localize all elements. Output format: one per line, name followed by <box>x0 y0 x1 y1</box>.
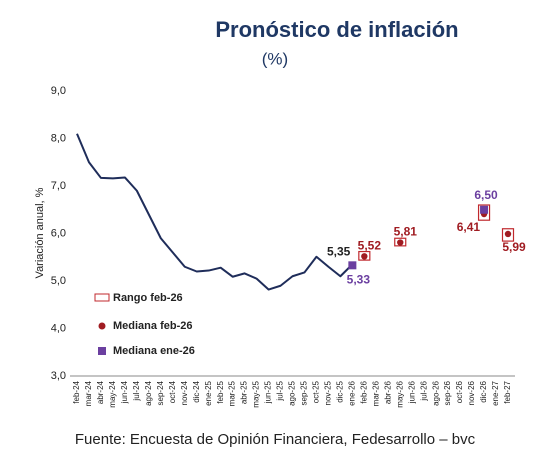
value-label: 6,41 <box>457 220 481 234</box>
x-tick-label: mar-24 <box>84 380 93 406</box>
y-tick-label: 5,0 <box>51 275 66 287</box>
y-tick-label: 9,0 <box>51 85 66 97</box>
median-feb <box>504 230 512 238</box>
x-tick-label: mar-25 <box>228 380 237 406</box>
x-tick-label: may-25 <box>252 380 261 407</box>
value-label: 5,35 <box>327 245 351 259</box>
x-tick-label: jul-24 <box>132 380 141 401</box>
value-label: 5,52 <box>358 238 382 252</box>
x-tick-label: sep-26 <box>443 380 452 405</box>
x-tick-label: dic-26 <box>479 380 488 402</box>
x-tick-label: jul-25 <box>276 380 285 401</box>
y-tick-label: 7,0 <box>51 180 66 192</box>
y-axis-label: Variación anual, % <box>34 187 46 278</box>
legend-label: Mediana feb-26 <box>113 320 192 332</box>
x-tick-label: ene-26 <box>347 380 356 405</box>
x-tick-label: oct-26 <box>455 380 464 403</box>
chart-title: Pronóstico de inflación <box>215 17 458 42</box>
x-tick-label: ene-25 <box>204 380 213 405</box>
value-label: 5,81 <box>394 225 418 239</box>
x-tick-label: abr-25 <box>240 380 249 404</box>
legend-label: Rango feb-26 <box>113 292 183 304</box>
y-tick-label: 6,0 <box>51 227 66 239</box>
y-tick-label: 8,0 <box>51 132 66 144</box>
x-tick-label: jun-24 <box>120 380 129 404</box>
x-tick-label: feb-24 <box>72 380 81 403</box>
x-tick-label: nov-26 <box>467 380 476 405</box>
x-tick-label: dic-25 <box>335 380 344 402</box>
x-tick-label: may-26 <box>395 380 404 407</box>
y-tick-label: 4,0 <box>51 322 66 334</box>
x-tick-label: feb-25 <box>216 380 225 403</box>
x-tick-label: mar-26 <box>371 380 380 406</box>
legend-swatch <box>98 322 106 330</box>
x-tick-label: ago-25 <box>288 380 297 405</box>
x-tick-label: dic-24 <box>192 380 201 402</box>
x-tick-label: oct-25 <box>312 380 321 403</box>
x-tick-label: ago-24 <box>144 380 153 405</box>
legend-swatch <box>98 347 106 355</box>
value-label: 6,50 <box>474 188 498 202</box>
x-tick-label: nov-24 <box>180 380 189 405</box>
x-tick-label: oct-24 <box>168 380 177 403</box>
x-tick-label: may-24 <box>108 380 117 407</box>
x-tick-label: jun-25 <box>264 380 273 404</box>
x-tick-label: abr-26 <box>383 380 392 404</box>
x-tick-label: jul-26 <box>419 380 428 401</box>
x-tick-label: feb-26 <box>359 380 368 403</box>
value-label: 5,99 <box>502 240 526 254</box>
x-tick-label: ene-27 <box>491 380 500 405</box>
median-ene <box>480 205 489 214</box>
source: Fuente: Encuesta de Opinión Financiera, … <box>75 431 476 448</box>
x-tick-label: sep-24 <box>156 380 165 405</box>
median-feb <box>397 239 404 246</box>
x-tick-label: abr-24 <box>96 380 105 404</box>
x-tick-label: sep-25 <box>300 380 309 405</box>
median-ene <box>348 261 357 270</box>
legend-swatch <box>94 293 110 302</box>
value-label: 5,33 <box>347 272 371 286</box>
x-tick-label: nov-25 <box>324 380 333 405</box>
x-tick-label: feb-27 <box>503 380 512 403</box>
y-tick-label: 3,0 <box>51 370 66 382</box>
chart-subtitle: (%) <box>262 49 288 68</box>
median-feb <box>361 253 368 260</box>
inflation-line <box>76 133 354 291</box>
legend-label: Mediana ene-26 <box>113 345 195 357</box>
x-tick-label: ago-26 <box>431 380 440 405</box>
x-tick-label: jun-26 <box>407 380 416 404</box>
